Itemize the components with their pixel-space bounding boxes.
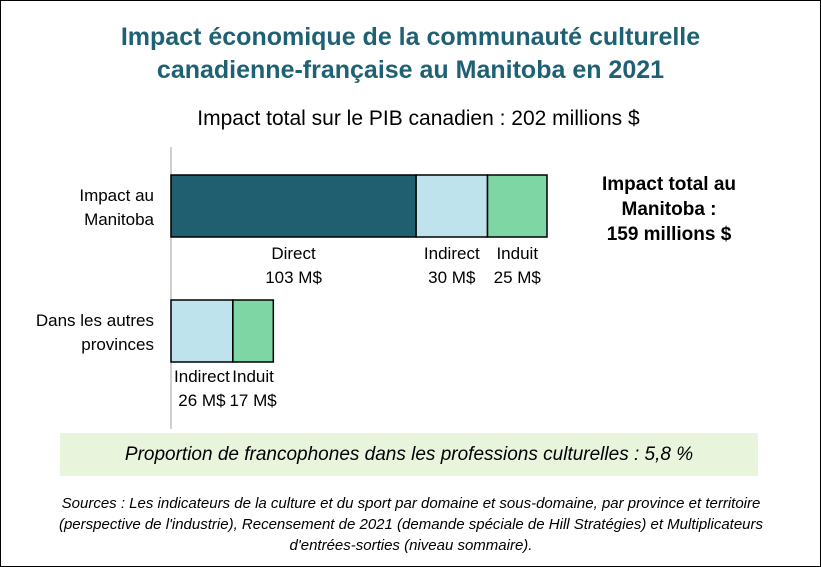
sources-note: Sources : Les indicateurs de la culture …: [58, 495, 764, 554]
title-line-1: Impact économique de la communauté cultu…: [120, 23, 701, 51]
data-label: Indirect 30 M$: [424, 244, 480, 287]
data-label: Direct 103 M$: [265, 244, 322, 287]
data-label: Indirect 26 M$: [174, 367, 230, 410]
manitoba-total-line-3: 159 millions $: [606, 224, 732, 245]
bar-segment-induit: [486, 174, 548, 238]
total-gdp-impact: Impact total sur le PIB canadien : 202 m…: [197, 107, 640, 130]
data-label: Induit 25 M$: [494, 244, 542, 287]
manitoba-total-impact: Impact total au Manitoba : 159 millions …: [579, 172, 759, 247]
chart-title: Impact économique de la communauté cultu…: [21, 21, 800, 87]
title-line-2: canadienne-française au Manitoba en 2021: [156, 56, 665, 84]
stacked-bar-chart: Impact au Manitoba Direct 103 M$ Indirect 30 …: [36, 147, 548, 429]
bar-segment-indirect: [170, 299, 234, 363]
category-label: Dans les autres provinces: [36, 311, 154, 354]
bar-segment-indirect: [415, 174, 489, 238]
francophone-proportion-box: Proportion de francophones dans les prof…: [60, 433, 758, 476]
bar-segment-induit: [232, 299, 275, 363]
data-label: Induit 17 M$: [229, 367, 277, 410]
francophone-proportion-text: Proportion de francophones dans les prof…: [124, 443, 694, 465]
manitoba-total-line-2: Manitoba :: [621, 199, 717, 220]
category-label: Impact au Manitoba: [79, 186, 154, 229]
bar-segment-direct: [170, 174, 417, 238]
manitoba-total-line-1: Impact total au: [601, 174, 737, 195]
